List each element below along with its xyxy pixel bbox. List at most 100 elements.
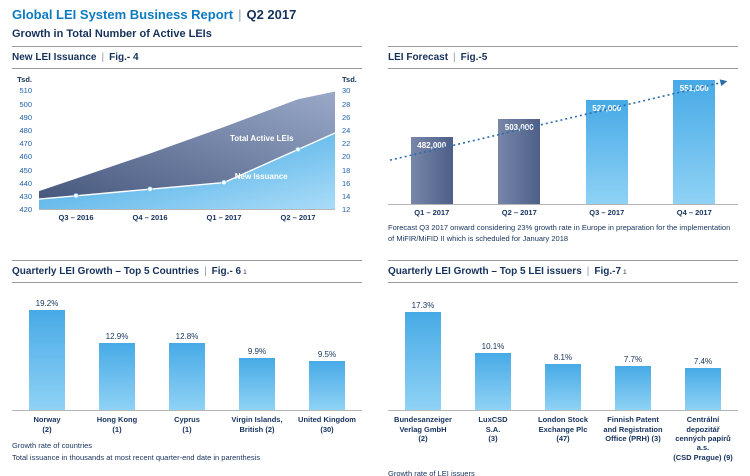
- footnote-mark: 1: [623, 269, 627, 277]
- growth-bar-slot: 12.9%: [82, 332, 152, 411]
- issuers-captions: Growth rate of LEI issuers Total issuanc…: [388, 468, 738, 476]
- panel-title-forecast: LEI Forecast | Fig.-5: [388, 46, 738, 70]
- panel-title-issuance: New LEI Issuance | Fig.- 4: [12, 46, 362, 70]
- panel-title-text: Quarterly LEI Growth – Top 5 Countries: [12, 266, 200, 278]
- x-axis-label: Q1 – 2017: [414, 208, 450, 218]
- issuance-left-axis: Tsd. 510 500 490 480 470 460 450 440 430 420: [12, 75, 39, 214]
- forecast-bar-slot: 551,000: [651, 80, 739, 205]
- x-axis-label: Q2 – 2017: [501, 208, 537, 218]
- axis-tick-label: 470: [19, 139, 32, 149]
- issuance-chart: Tsd. 510 500 490 480 470 460 450 440 430 420 Tota…: [12, 75, 362, 222]
- growth-bar: [29, 310, 65, 411]
- axis-tick-label: 440: [19, 178, 32, 188]
- footnote-mark: 1: [243, 269, 247, 277]
- category-label: Centrální depozitář cenných papírů a.s. (C…: [673, 415, 733, 462]
- panel-lei-forecast: LEI Forecast | Fig.-5 482,000 503,000 527,…: [388, 46, 738, 244]
- growth-bar-slot: 7.7%: [598, 355, 668, 411]
- issuance-plot-column: Total Active LEIs New Issuance Q3 – 2016…: [39, 75, 335, 222]
- forecast-bars: 482,000 503,000 527,000 551,000: [388, 75, 739, 205]
- x-axis-label: Q2 – 2017: [280, 213, 316, 223]
- charts-grid: New LEI Issuance | Fig.- 4 Tsd. 510 500 49…: [12, 46, 738, 476]
- axis-tick-label: 490: [19, 112, 32, 122]
- fig-separator: |: [101, 52, 105, 64]
- panel-title-text: LEI Forecast: [388, 52, 449, 64]
- forecast-note: Forecast Q3 2017 onward considering 23% …: [388, 223, 731, 243]
- category-label: Bundesanzeiger Verlag GmbH (2): [394, 415, 452, 444]
- category-label: London Stock Exchange Plc (47): [538, 415, 588, 444]
- caption-issuance-note: Total issuance in thousands at most rece…: [12, 452, 261, 462]
- forecast-bar-slot: 482,000: [388, 137, 476, 205]
- issuers-category-labels: Bundesanzeiger Verlag GmbH (2) LuxCSD S.A. (3…: [388, 415, 738, 462]
- panel-top5-countries: Quarterly LEI Growth – Top 5 Countries |…: [12, 260, 362, 476]
- growth-bar-slot: 19.2%: [12, 299, 82, 411]
- axis-tick-label: 22: [342, 139, 351, 149]
- forecast-bar-slot: 527,000: [563, 100, 651, 205]
- axis-tick-label: 24: [342, 125, 351, 135]
- bar-value-label: 503,000: [504, 123, 534, 133]
- axis-tick-label: 18: [342, 165, 351, 175]
- category-label: Virgin Islands, British (2): [231, 415, 283, 434]
- bar-value-label: 9.5%: [317, 350, 337, 360]
- caption-growth-rate: Growth rate of countries: [12, 441, 93, 451]
- axis-tick-label: 14: [342, 192, 351, 202]
- right-axis-ticks: 30 28 26 24 22 20 18 16 14 12: [342, 86, 362, 214]
- issuance-chart-plot: Total Active LEIs New Issuance: [39, 90, 335, 211]
- fig-label: Fig.-7: [594, 266, 622, 278]
- fig-separator: |: [586, 266, 590, 278]
- axis-tick-label: 420: [19, 205, 32, 215]
- growth-bar-slot: 9.9%: [222, 347, 292, 411]
- growth-bar: [169, 343, 205, 411]
- fig-label: Fig.- 4: [109, 52, 139, 64]
- countries-category-labels: Norway (2) Hong Kong (1) Cyprus (1) Virgin Isl…: [12, 415, 362, 434]
- axis-tick-label: 510: [19, 86, 32, 96]
- issuance-right-axis: Tsd. 30 28 26 24 22 20 18 16 14 12: [335, 75, 362, 214]
- countries-captions: Growth rate of countries Total issuance …: [12, 440, 362, 463]
- growth-bar: [685, 368, 721, 411]
- axis-tick-label: 26: [342, 112, 351, 122]
- axis-tick-label: 12: [342, 205, 351, 215]
- x-axis-label: Q3 – 2017: [589, 208, 625, 218]
- category-label: United Kingdom (30): [298, 415, 356, 434]
- x-axis-label: Q4 – 2016: [132, 213, 168, 223]
- report-title-text: Global LEI System Business Report: [12, 7, 234, 22]
- x-axis-label: Q1 – 2017: [206, 213, 242, 223]
- left-axis-ticks: 510 500 490 480 470 460 450 440 430 420: [12, 86, 32, 214]
- panel-title-text: New LEI Issuance: [12, 52, 97, 64]
- countries-bars: 19.2% 12.9% 12.8% 9.9% 9.5%: [12, 289, 362, 412]
- forecast-bar: 527,000: [585, 100, 628, 205]
- bar-value-label: 9.9%: [247, 347, 267, 357]
- bar-value-label: 10.1%: [481, 342, 505, 352]
- panel-title-countries: Quarterly LEI Growth – Top 5 Countries |…: [12, 260, 362, 284]
- panel-top5-lei-issuers: Quarterly LEI Growth – Top 5 LEI issuers…: [388, 260, 738, 476]
- fig-separator: |: [453, 52, 456, 64]
- axis-tick-label: 450: [19, 165, 32, 175]
- bar-value-label: 7.4%: [693, 357, 713, 367]
- panel-new-lei-issuance: New LEI Issuance | Fig.- 4 Tsd. 510 500 49…: [12, 46, 362, 244]
- panel-title-issuers: Quarterly LEI Growth – Top 5 LEI issuers…: [388, 260, 738, 284]
- forecast-chart-plot: 482,000 503,000 527,000 551,000: [388, 75, 739, 206]
- axis-tick-label: 430: [19, 192, 32, 202]
- axis-tick-label: 500: [19, 99, 32, 109]
- fig-label: Fig.-5: [460, 52, 488, 64]
- bar-value-label: 19.2%: [35, 299, 59, 309]
- forecast-bar: 551,000: [673, 80, 716, 205]
- issuance-x-labels: Q3 – 2016 Q4 – 2016 Q1 – 2017 Q2 – 2017: [39, 213, 335, 222]
- category-label: Cyprus (1): [174, 415, 200, 434]
- forecast-bar-slot: 503,000: [476, 119, 564, 205]
- bar-value-label: 12.9%: [105, 332, 129, 342]
- report-title: Global LEI System Business Report | Q2 201…: [12, 7, 738, 22]
- issuers-bars: 17.3% 10.1% 8.1% 7.7% 7.4%: [388, 289, 738, 412]
- panel-title-text: Quarterly LEI Growth – Top 5 LEI issuers: [388, 266, 582, 278]
- axis-tick-label: 16: [342, 178, 351, 188]
- growth-bar: [99, 343, 135, 411]
- growth-bar-slot: 10.1%: [458, 342, 528, 411]
- growth-bar-slot: 8.1%: [528, 353, 598, 411]
- report-subtitle: Growth in Total Number of Active LEIs: [12, 28, 212, 41]
- x-axis-label: Q4 – 2017: [676, 208, 712, 218]
- bar-value-label: 17.3%: [411, 301, 435, 311]
- axis-tick-label: 480: [19, 125, 32, 135]
- growth-bar-slot: 17.3%: [388, 301, 458, 411]
- growth-bar: [405, 312, 441, 411]
- series-label-total-active-leis: Total Active LEIs: [229, 134, 294, 144]
